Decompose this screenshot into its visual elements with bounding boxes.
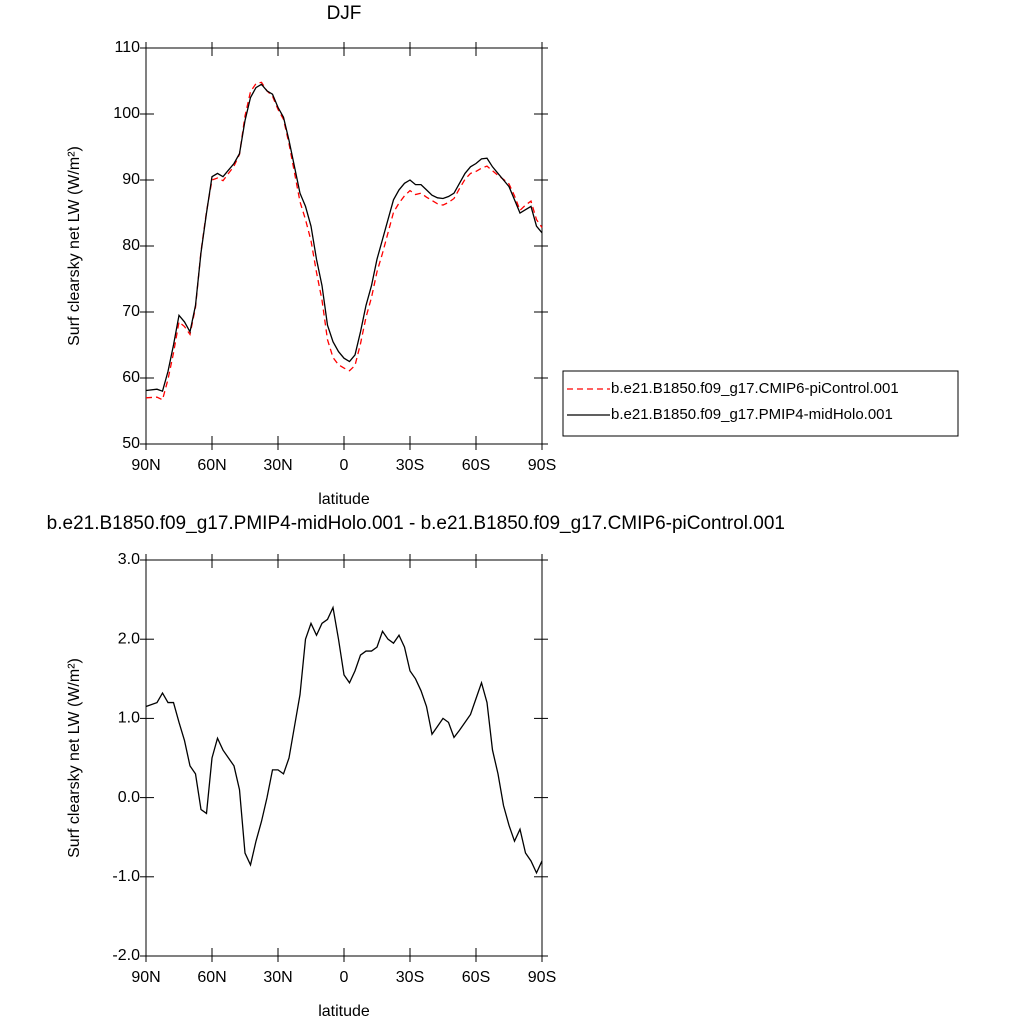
- x-tick-label: 60N: [197, 457, 226, 474]
- y-tick-label: -1.0: [112, 868, 140, 885]
- y-tick-label: 90: [122, 171, 140, 188]
- x-tick-label: 90S: [528, 457, 556, 474]
- y-tick-label: 100: [113, 105, 140, 122]
- plot-frame: [145, 47, 543, 445]
- data-line: [145, 81, 543, 401]
- y-axis-label: Surf clearsky net LW (W/m²): [66, 146, 83, 346]
- x-axis-label: latitude: [318, 1003, 370, 1020]
- y-tick-label: 110: [114, 39, 140, 56]
- x-tick-label: 30N: [263, 457, 292, 474]
- y-tick-label: 60: [122, 369, 140, 386]
- x-axis-label: latitude: [318, 491, 370, 508]
- x-tick-label: 90N: [131, 969, 160, 986]
- data-line: [145, 83, 543, 393]
- chart-title: b.e21.B1850.f09_g17.PMIP4-midHolo.001 - …: [47, 513, 785, 534]
- legend-box: [562, 370, 959, 437]
- data-line: [145, 605, 543, 875]
- legend-label: b.e21.B1850.f09_g17.CMIP6-piControl.001: [611, 380, 899, 397]
- x-tick-label: 60S: [462, 969, 490, 986]
- plot-frame: [145, 559, 543, 957]
- y-tick-label: -2.0: [112, 947, 140, 964]
- y-tick-label: 70: [122, 303, 140, 320]
- y-tick-label: 3.0: [118, 551, 140, 568]
- y-tick-label: 0.0: [118, 789, 140, 806]
- x-tick-label: 30S: [396, 969, 424, 986]
- y-tick-label: 80: [122, 237, 140, 254]
- y-tick-label: 1.0: [118, 710, 140, 727]
- chart-title: DJF: [327, 3, 362, 24]
- legend-label: b.e21.B1850.f09_g17.PMIP4-midHolo.001: [611, 406, 893, 423]
- x-tick-label: 0: [340, 969, 349, 986]
- y-tick-label: 50: [122, 435, 140, 452]
- x-tick-label: 60S: [462, 457, 490, 474]
- y-tick-label: 2.0: [118, 630, 140, 647]
- x-tick-label: 30N: [263, 969, 292, 986]
- x-tick-label: 30S: [396, 457, 424, 474]
- y-axis-label: Surf clearsky net LW (W/m²): [66, 658, 83, 858]
- x-tick-label: 60N: [197, 969, 226, 986]
- x-tick-label: 90S: [528, 969, 556, 986]
- x-tick-label: 90N: [131, 457, 160, 474]
- x-tick-label: 0: [340, 457, 349, 474]
